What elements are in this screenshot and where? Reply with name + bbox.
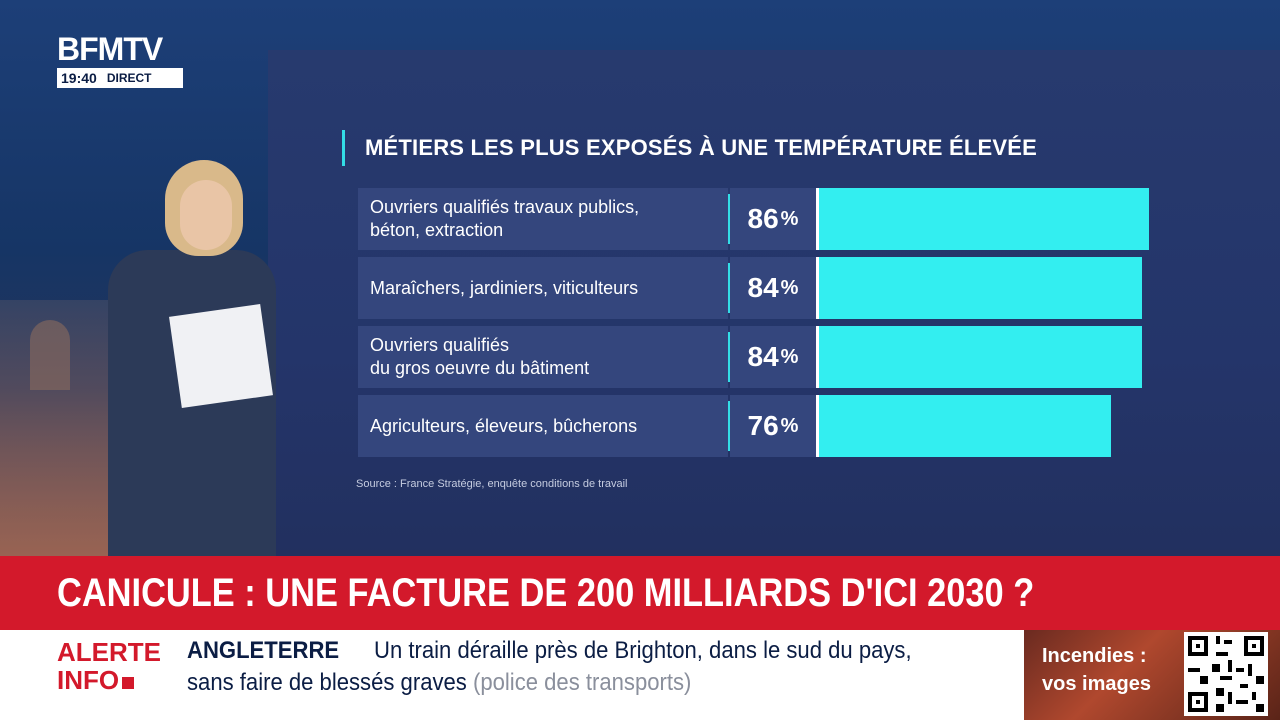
presenter-paper xyxy=(169,304,273,408)
data-label-value: 84 xyxy=(747,272,779,303)
live-label: DIRECT xyxy=(106,71,152,85)
bar-baseline xyxy=(816,257,819,319)
bar xyxy=(819,257,1142,319)
row-label-box xyxy=(358,188,728,250)
category-label-line: Ouvriers qualifiés travaux publics, xyxy=(370,197,640,217)
data-label: 86% xyxy=(730,188,816,250)
value-box: 76% xyxy=(730,395,816,457)
data-label-value: 86 xyxy=(747,203,779,234)
data-label-unit: % xyxy=(780,207,799,230)
bar xyxy=(819,326,1142,388)
data-label: 76% xyxy=(730,395,816,457)
ticker-line1: Un train déraille près de Brighton, dans… xyxy=(374,637,912,664)
row-separator xyxy=(728,263,730,313)
category-label: Ouvriers qualifiés travaux publics, béton… xyxy=(370,188,720,250)
headline-text: CANICULE : UNE FACTURE DE 200 MILLIARDS … xyxy=(57,571,1035,615)
category-label-line: Ouvriers qualifiés xyxy=(370,335,510,355)
alert-info-badge: ALERTE INFO xyxy=(57,638,161,694)
promo-text: Incendies : vos images xyxy=(1042,642,1151,698)
category-label-line: du gros oeuvre du bâtiment xyxy=(370,358,590,378)
bar xyxy=(819,395,1111,457)
presenter-face xyxy=(180,180,232,250)
ticker-line2-source: (police des transports) xyxy=(472,669,692,696)
row-label-box xyxy=(358,326,728,388)
alert-dot-icon xyxy=(122,677,135,689)
category-label-line: Maraîchers, jardiniers, viticulteurs xyxy=(370,277,639,298)
row-separator xyxy=(728,194,730,244)
alert-line1: ALERTE xyxy=(57,637,161,667)
row-label-box xyxy=(358,257,728,319)
headline-band: CANICULE : UNE FACTURE DE 200 MILLIARDS … xyxy=(0,556,1280,630)
ticker-tag: ANGLETERRE xyxy=(187,637,340,664)
category-label: Ouvriers qualifiés du gros oeuvre du bâti… xyxy=(370,326,720,388)
bar-baseline xyxy=(816,395,819,457)
live-bar: 19:40 DIRECT xyxy=(57,68,183,88)
channel-logo: BFMTV 19:40 DIRECT xyxy=(57,32,183,88)
data-label-unit: % xyxy=(780,414,799,437)
bar-baseline xyxy=(816,188,819,250)
ticker-line2-text: sans faire de blessés graves xyxy=(187,669,467,696)
value-box: 86% xyxy=(730,188,816,250)
promo-line1: Incendies : xyxy=(1042,645,1147,667)
city-dome xyxy=(30,320,70,390)
value-box: 84% xyxy=(730,326,816,388)
row-separator xyxy=(728,332,730,382)
value-box: 84% xyxy=(730,257,816,319)
data-label: 84% xyxy=(730,257,816,319)
clock-time: 19:40 xyxy=(61,70,97,86)
row-label-box xyxy=(358,395,728,457)
bar xyxy=(819,188,1149,250)
row-separator xyxy=(728,401,730,451)
qr-code-icon[interactable] xyxy=(1184,632,1268,716)
alert-line2: INFO xyxy=(57,665,120,695)
chart-title: MÉTIERS LES PLUS EXPOSÉS À UNE TEMPÉRATU… xyxy=(342,130,1037,166)
data-label: 84% xyxy=(730,326,816,388)
data-label-unit: % xyxy=(780,276,799,299)
category-label: Agriculteurs, éleveurs, bûcherons xyxy=(370,395,720,457)
bar-baseline xyxy=(816,326,819,388)
logo-text: BFMTV xyxy=(57,31,163,67)
ticker-line2: sans faire de blessés graves (police des… xyxy=(187,668,691,698)
category-label-line: béton, extraction xyxy=(370,220,504,240)
promo-line2: vos images xyxy=(1042,673,1151,695)
data-label-value: 84 xyxy=(747,341,779,372)
data-label-value: 76 xyxy=(747,410,779,441)
data-label-unit: % xyxy=(780,345,799,368)
category-label: Maraîchers, jardiniers, viticulteurs xyxy=(370,257,720,319)
category-label-line: Agriculteurs, éleveurs, bûcherons xyxy=(370,415,638,436)
chart-source: Source : France Stratégie, enquête condi… xyxy=(356,478,628,490)
